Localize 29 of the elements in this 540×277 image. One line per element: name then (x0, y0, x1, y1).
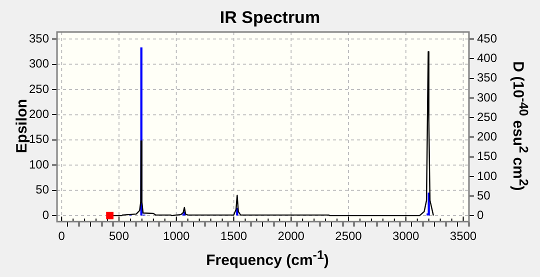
y-tick-label: 0 (42, 208, 50, 222)
y-tick-label: 250 (28, 82, 50, 96)
y2-tick-label: 200 (476, 130, 498, 144)
x-tick-label: 0 (58, 229, 66, 244)
x-tick-label: 2000 (278, 229, 305, 244)
x-tick-label: 2500 (335, 229, 362, 244)
y2-tick-label: 350 (476, 70, 498, 85)
y-axis-title: Epsilon (14, 98, 30, 154)
y-tick-label: 50 (36, 182, 50, 197)
y2-tick-label: 300 (476, 90, 498, 104)
y2-tick-label: 150 (476, 149, 498, 164)
x-tick-label: 500 (108, 229, 130, 244)
y-tick-label: 200 (28, 107, 50, 122)
x-tick-label: 3500 (450, 229, 477, 244)
y2-tick-label: 0 (476, 208, 484, 222)
y-tick-label: 350 (28, 31, 50, 46)
x-axis-title: Frequency (cm$^{-1}$) (205, 248, 330, 269)
y-tick-label: 100 (28, 157, 50, 172)
x-tick-label: 3000 (392, 229, 420, 244)
y-tick-label: 150 (28, 132, 50, 146)
y2-tick-label: 400 (476, 51, 498, 66)
y-tick-label: 300 (28, 56, 50, 71)
y2-tick-label: 250 (476, 110, 498, 124)
y2-tick-label: 100 (476, 168, 498, 183)
x-tick-label: 1500 (220, 229, 248, 244)
chart-title: IR Spectrum (218, 8, 322, 28)
y2-tick-label: 50 (476, 188, 491, 202)
y2-tick-label: 450 (476, 31, 498, 46)
x-tick-label: 1000 (163, 229, 190, 244)
